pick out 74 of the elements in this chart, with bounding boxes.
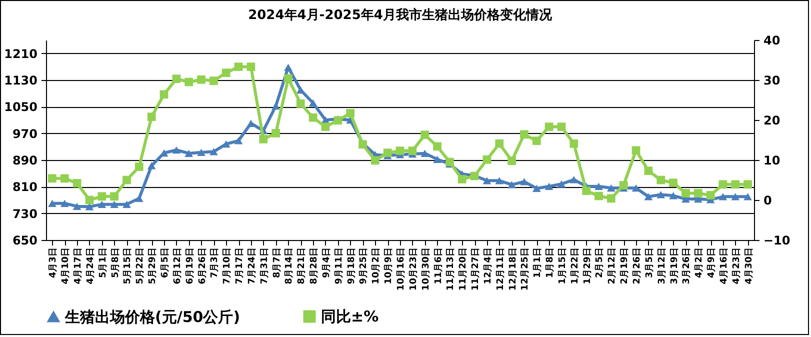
x-tick-label: 1月29日 [582, 248, 593, 284]
x-tick-label: 10月16日 [396, 248, 406, 291]
x-tick-label: 7月24日 [246, 248, 258, 284]
x-tick-label: 11月13日 [445, 248, 456, 291]
x-tick-label: 1月22日 [569, 248, 580, 284]
y2-tick-label: 10 [764, 154, 780, 168]
x-tick-label: 5月1日 [97, 248, 108, 278]
x-tick-label: 5月15日 [122, 248, 134, 284]
x-tick-label: 7月3日 [209, 248, 220, 278]
x-tick-label: 6月26日 [196, 248, 208, 284]
legend-label: 生猪出场价格(元/50公斤) [64, 308, 240, 326]
x-tick-label: 8月14日 [284, 248, 295, 284]
x-tick-label: 7月17日 [234, 248, 246, 284]
x-tick-label: 1月1日 [532, 248, 544, 278]
y-tick-label: 1050 [4, 100, 38, 114]
x-tick-label: 2月12日 [606, 248, 618, 284]
y-tick-label: 970 [12, 126, 38, 141]
chart-title: 2024年4月-2025年4月我市生猪出场价格变化情况 [248, 7, 553, 23]
x-tick-label: 9月4日 [320, 248, 332, 278]
x-tick-label: 9月18日 [346, 248, 357, 284]
y-tick-label: 650 [12, 234, 38, 248]
y2-tick-label: 30 [764, 74, 780, 88]
x-tick-label: 10月9日 [383, 248, 394, 284]
x-tick-label: 7月10日 [222, 248, 233, 284]
x-tick-label: 4月10日 [60, 248, 72, 284]
x-tick-label: 4月3日 [48, 248, 59, 278]
x-tick-label: 7月31日 [258, 248, 270, 284]
x-tick-label: 4月24日 [84, 248, 96, 284]
x-tick-label: 11月6日 [432, 248, 444, 284]
x-tick-label: 3月19日 [668, 248, 680, 284]
y2-tick-label: 20 [764, 114, 780, 128]
x-tick-label: 5月22日 [134, 248, 146, 284]
x-tick-label: 4月2日 [694, 248, 705, 278]
x-tick-label: 3月12日 [656, 248, 668, 284]
x-tick-label: 8月28日 [308, 248, 320, 284]
x-tick-label: 6月19日 [184, 248, 196, 284]
x-tick-label: 10月2日 [370, 248, 382, 284]
x-tick-label: 9月25日 [358, 248, 370, 284]
x-tick-label: 3月26日 [681, 248, 692, 284]
x-tick-label: 2月26日 [632, 248, 642, 284]
x-tick-label: 11月27日 [470, 248, 482, 291]
y2-tick-label: 40 [764, 34, 780, 48]
x-tick-label: 4月23日 [730, 248, 742, 284]
x-tick-label: 1月8日 [544, 248, 556, 278]
x-tick-label: 10月23日 [408, 248, 419, 291]
x-tick-label: 9月11日 [333, 248, 344, 284]
y-tick-label: 890 [12, 154, 38, 168]
x-tick-label: 8月21日 [296, 248, 308, 284]
x-tick-label: 11月20日 [458, 248, 469, 291]
x-tick-label: 12月11日 [494, 248, 506, 291]
x-tick-label: 5月29日 [147, 248, 158, 284]
y2-tick-label: −10 [764, 234, 790, 248]
x-tick-label: 4月16日 [718, 248, 730, 284]
x-tick-label: 4月17日 [72, 248, 84, 284]
x-tick-label: 2月5日 [594, 248, 606, 278]
x-tick-label: 4月30日 [743, 248, 754, 284]
y2-tick-label: 0 [764, 194, 772, 208]
y-tick-label: 1130 [4, 74, 38, 88]
x-tick-label: 3月5日 [644, 248, 655, 278]
x-tick-label: 12月4日 [482, 248, 494, 284]
legend-label: 同比±% [321, 308, 379, 326]
x-tick-label: 1月15日 [556, 248, 568, 284]
x-tick-label: 12月25日 [520, 248, 531, 291]
x-tick-label: 12月18日 [507, 248, 518, 291]
x-tick-label: 4月9日 [706, 248, 718, 278]
x-tick-label: 6月5日 [160, 248, 170, 278]
x-tick-label: 5月8日 [110, 248, 121, 278]
x-tick-label: 10月30日 [420, 248, 432, 291]
y-tick-label: 730 [12, 206, 38, 221]
y-tick-label: 810 [12, 180, 38, 194]
x-tick-label: 8月7日 [271, 248, 282, 278]
y-tick-label: 1210 [4, 46, 38, 61]
x-tick-label: 2月19日 [619, 248, 630, 284]
x-tick-label: 6月12日 [172, 248, 183, 284]
